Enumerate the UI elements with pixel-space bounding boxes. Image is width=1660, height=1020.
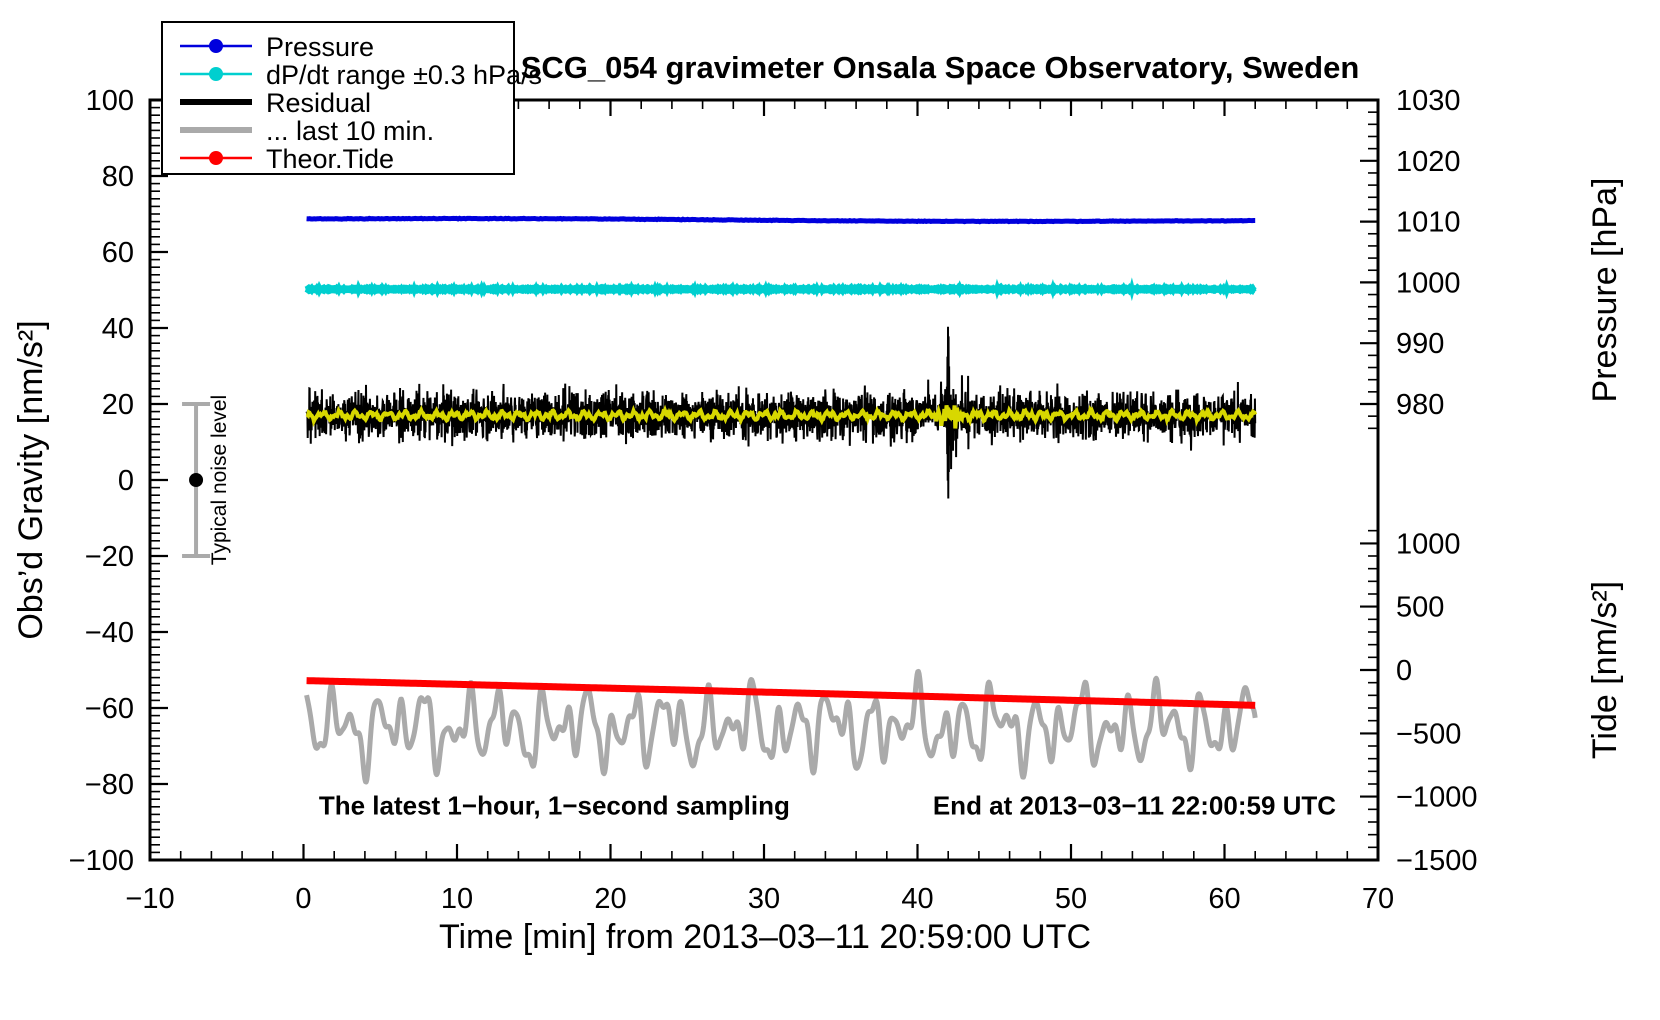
y-tick-label-pressure: 980	[1396, 389, 1444, 421]
y-tick-label-tide: 0	[1396, 655, 1412, 687]
legend-label: ... last 10 min.	[266, 116, 434, 146]
legend-item-residual[interactable]: Residual	[180, 88, 371, 118]
legend-marker-dot	[209, 39, 223, 53]
series-last-10-min	[304, 668, 1258, 785]
x-tick-label: 0	[295, 883, 311, 915]
y-tick-label-tide: −500	[1396, 718, 1461, 750]
x-tick-label: 40	[901, 883, 933, 915]
x-axis-title: Time [min] from 2013–03–11 20:59:00 UTC	[439, 918, 1091, 956]
x-tick-label: 10	[441, 883, 473, 915]
y-axis-right-pressure-title: Pressure [hPa]	[1586, 178, 1624, 403]
x-tick-label: −10	[125, 883, 174, 915]
x-tick-label: 50	[1055, 883, 1087, 915]
legend-item-pressure[interactable]: Pressure	[180, 32, 374, 62]
series-dpdt	[304, 277, 1257, 302]
y-axis-right-tide-title: Tide [nm/s²]	[1586, 581, 1624, 759]
y-axis-left-title: Obs’d Gravity [nm/s²]	[12, 320, 50, 639]
chart-title: SCG_054 gravimeter Onsala Space Observat…	[521, 50, 1360, 85]
x-tick-label: 70	[1362, 883, 1394, 915]
y-tick-label-left: −60	[85, 693, 134, 725]
y-tick-label-left: 40	[102, 313, 134, 345]
legend-item-theor-tide[interactable]: Theor.Tide	[180, 144, 394, 174]
y-tick-label-pressure: 1030	[1396, 85, 1461, 117]
y-tick-label-left: −20	[85, 541, 134, 573]
y-tick-label-tide: 500	[1396, 592, 1444, 624]
axis-tick-labels: −10 0 10 20 30 40 50 60 70−100−80−60−40−20020406…	[69, 85, 1478, 915]
legend-item-last-10-min[interactable]: ... last 10 min.	[180, 116, 434, 146]
series-pressure	[306, 215, 1256, 225]
y-tick-label-left: −100	[69, 845, 134, 877]
sampling-note: The latest 1−hour, 1−second sampling	[319, 790, 790, 820]
y-tick-label-pressure: 1000	[1396, 267, 1461, 299]
x-tick-label: 30	[748, 883, 780, 915]
y-tick-label-left: 20	[102, 389, 134, 421]
y-tick-label-pressure: 1020	[1396, 146, 1461, 178]
y-tick-label-left: 100	[86, 85, 134, 117]
y-tick-label-left: −40	[85, 617, 134, 649]
y-tick-label-pressure: 990	[1396, 328, 1444, 360]
legend-label: Theor.Tide	[266, 144, 394, 174]
legend-label: dP/dt range ±0.3 hPa/s	[266, 60, 542, 90]
annotation-group: Typical noise level The latest 1−hour, 1−…	[182, 395, 1336, 820]
legend-item-dp-dt-range-0-3-hpa-s[interactable]: dP/dt range ±0.3 hPa/s	[180, 60, 542, 90]
y-tick-label-tide: 1000	[1396, 528, 1461, 560]
legend-label: Pressure	[266, 32, 374, 62]
y-tick-label-tide: −1000	[1396, 782, 1477, 814]
x-tick-label: 60	[1208, 883, 1240, 915]
y-tick-label-left: −80	[85, 769, 134, 801]
series-theor-tide	[306, 677, 1256, 709]
series-residual-last-10-min	[305, 404, 1258, 429]
y-tick-label-tide: −1500	[1396, 845, 1477, 877]
y-tick-label-left: 0	[118, 465, 134, 497]
data-series-group	[304, 215, 1258, 785]
legend-marker-dot	[209, 151, 223, 165]
legend-label: Residual	[266, 88, 371, 118]
x-tick-label: 20	[594, 883, 626, 915]
y-tick-label-pressure: 1010	[1396, 207, 1461, 239]
end-time-note: End at 2013−03−11 22:00:59 UTC	[933, 790, 1336, 820]
y-tick-label-left: 60	[102, 237, 134, 269]
typical-noise-level-label: Typical noise level	[208, 395, 231, 565]
plot-frame	[148, 98, 1380, 862]
series-residual	[305, 326, 1257, 499]
y-tick-label-left: 80	[102, 161, 134, 193]
typical-noise-level-errorbar: Typical noise level	[182, 395, 231, 565]
legend-marker-dot	[209, 67, 223, 81]
